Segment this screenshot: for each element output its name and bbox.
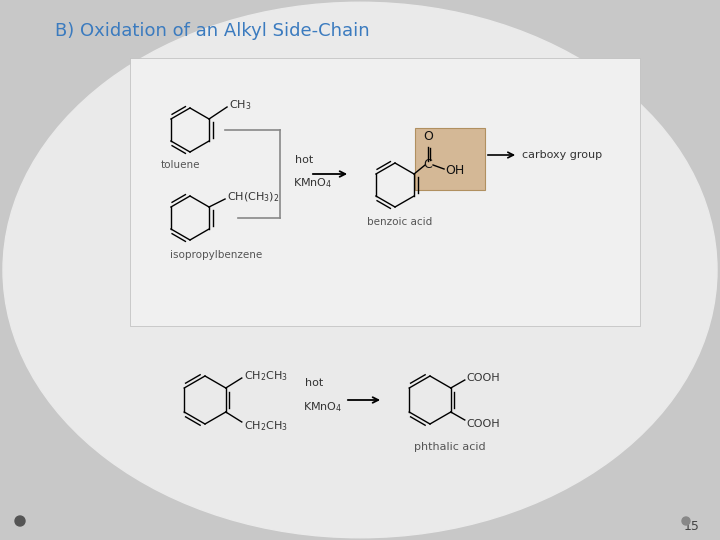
Ellipse shape bbox=[21, 16, 699, 524]
Ellipse shape bbox=[150, 112, 570, 428]
Circle shape bbox=[15, 516, 25, 526]
Text: toluene: toluene bbox=[161, 160, 199, 170]
Text: CH$_2$CH$_3$: CH$_2$CH$_3$ bbox=[244, 419, 288, 433]
Text: OH: OH bbox=[445, 164, 464, 177]
Circle shape bbox=[682, 517, 690, 525]
Text: CH$_2$CH$_3$: CH$_2$CH$_3$ bbox=[244, 369, 288, 383]
Ellipse shape bbox=[9, 6, 711, 534]
Ellipse shape bbox=[165, 124, 555, 416]
Ellipse shape bbox=[36, 27, 684, 513]
Ellipse shape bbox=[162, 122, 558, 418]
Ellipse shape bbox=[111, 83, 609, 457]
Ellipse shape bbox=[48, 36, 672, 504]
Text: benzoic acid: benzoic acid bbox=[367, 217, 433, 227]
Bar bbox=[415, 128, 485, 190]
Ellipse shape bbox=[147, 110, 573, 430]
Ellipse shape bbox=[96, 72, 624, 468]
Ellipse shape bbox=[78, 58, 642, 482]
Ellipse shape bbox=[141, 106, 579, 434]
Ellipse shape bbox=[171, 128, 549, 411]
Ellipse shape bbox=[6, 4, 714, 536]
Ellipse shape bbox=[24, 18, 696, 522]
Ellipse shape bbox=[99, 74, 621, 465]
Ellipse shape bbox=[84, 63, 636, 477]
Ellipse shape bbox=[117, 87, 603, 453]
Ellipse shape bbox=[123, 92, 597, 448]
Ellipse shape bbox=[63, 47, 657, 492]
Text: KMnO$_4$: KMnO$_4$ bbox=[303, 400, 342, 414]
Text: C: C bbox=[423, 159, 433, 172]
Text: isopropylbenzene: isopropylbenzene bbox=[170, 250, 262, 260]
Ellipse shape bbox=[138, 104, 582, 436]
Text: B) Oxidation of an Alkyl Side-Chain: B) Oxidation of an Alkyl Side-Chain bbox=[55, 22, 369, 40]
Ellipse shape bbox=[126, 94, 594, 445]
Ellipse shape bbox=[174, 131, 546, 409]
Ellipse shape bbox=[180, 135, 540, 405]
Ellipse shape bbox=[132, 99, 588, 441]
Ellipse shape bbox=[51, 38, 669, 502]
Ellipse shape bbox=[33, 25, 687, 515]
Ellipse shape bbox=[3, 2, 717, 538]
Ellipse shape bbox=[66, 50, 654, 490]
Ellipse shape bbox=[30, 23, 690, 517]
Text: carboxy group: carboxy group bbox=[522, 150, 602, 160]
Ellipse shape bbox=[93, 70, 627, 470]
Ellipse shape bbox=[39, 29, 681, 511]
Ellipse shape bbox=[72, 54, 648, 486]
Text: KMnO$_4$: KMnO$_4$ bbox=[293, 176, 333, 190]
Ellipse shape bbox=[105, 79, 615, 461]
Text: COOH: COOH bbox=[467, 373, 500, 383]
Text: CH$_3$: CH$_3$ bbox=[229, 98, 251, 112]
Ellipse shape bbox=[114, 85, 606, 455]
Ellipse shape bbox=[153, 115, 567, 426]
Ellipse shape bbox=[15, 11, 705, 529]
Ellipse shape bbox=[177, 133, 543, 407]
Ellipse shape bbox=[129, 97, 591, 443]
Ellipse shape bbox=[81, 60, 639, 480]
Text: COOH: COOH bbox=[467, 419, 500, 429]
Ellipse shape bbox=[27, 20, 693, 519]
Text: CH(CH$_3$)$_2$: CH(CH$_3$)$_2$ bbox=[227, 190, 279, 204]
Ellipse shape bbox=[12, 9, 708, 531]
Ellipse shape bbox=[57, 43, 663, 497]
Ellipse shape bbox=[156, 117, 564, 423]
Ellipse shape bbox=[168, 126, 552, 414]
Ellipse shape bbox=[45, 33, 675, 507]
Ellipse shape bbox=[90, 68, 630, 472]
Ellipse shape bbox=[102, 77, 618, 463]
Text: 15: 15 bbox=[684, 519, 700, 532]
Ellipse shape bbox=[159, 119, 561, 421]
Text: hot: hot bbox=[305, 378, 323, 388]
Ellipse shape bbox=[144, 108, 576, 432]
Ellipse shape bbox=[18, 14, 702, 526]
Ellipse shape bbox=[42, 31, 678, 509]
Text: O: O bbox=[423, 130, 433, 143]
Text: phthalic acid: phthalic acid bbox=[414, 442, 486, 452]
Ellipse shape bbox=[60, 45, 660, 495]
Ellipse shape bbox=[120, 90, 600, 450]
Ellipse shape bbox=[108, 81, 612, 459]
Ellipse shape bbox=[87, 65, 633, 475]
Ellipse shape bbox=[54, 40, 666, 500]
Text: hot: hot bbox=[295, 155, 313, 165]
Bar bbox=[130, 58, 640, 326]
Ellipse shape bbox=[135, 102, 585, 438]
Ellipse shape bbox=[69, 52, 651, 488]
Ellipse shape bbox=[75, 56, 645, 484]
